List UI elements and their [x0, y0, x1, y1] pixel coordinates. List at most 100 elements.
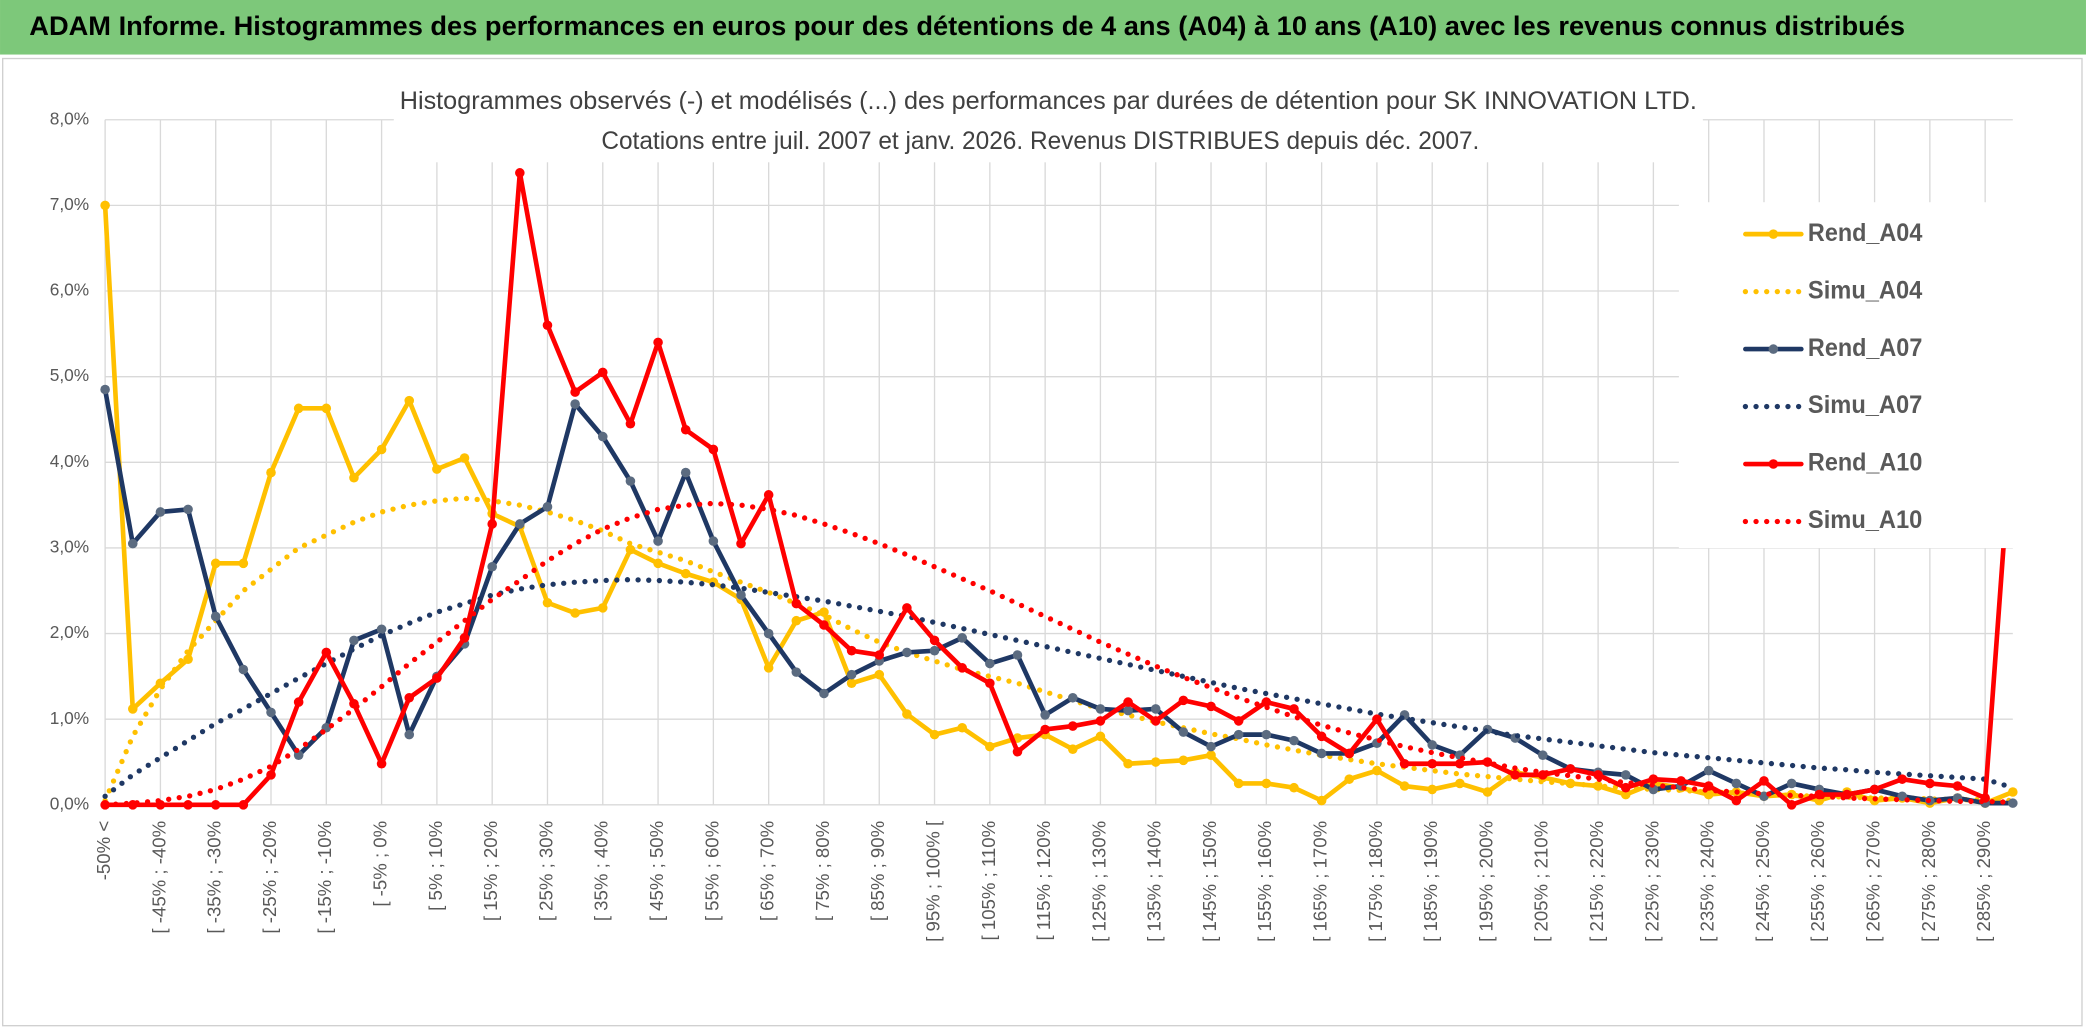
data-point — [1012, 650, 1023, 660]
data-point — [238, 558, 249, 569]
x-tick-label: -50% < — [93, 821, 114, 880]
data-point — [127, 704, 138, 714]
series-line — [102, 500, 2016, 808]
x-tick-label: [ 25% ; 30% — [535, 821, 556, 921]
x-tick-label: [ 175% ; 180% — [1365, 821, 1386, 942]
y-tick-label: 1,0% — [50, 708, 89, 728]
data-point — [1648, 774, 1659, 784]
data-point — [570, 608, 580, 618]
data-point — [404, 693, 415, 703]
data-point — [680, 568, 691, 579]
x-tick-label: [ 255% ; 260% — [1807, 821, 1828, 942]
data-point — [1538, 750, 1548, 760]
data-point — [708, 444, 719, 455]
x-tick-label: [ 145% ; 150% — [1199, 821, 1220, 942]
legend-box — [1678, 202, 2020, 549]
data-point — [1289, 735, 1299, 746]
x-tick-label: [ 215% ; 220% — [1586, 821, 1607, 942]
data-point — [542, 320, 553, 331]
x-tick-label: [ 35% ; 40% — [591, 821, 612, 921]
data-point — [653, 337, 663, 348]
data-point — [1178, 695, 1189, 706]
data-point — [791, 615, 802, 626]
data-point — [1620, 782, 1631, 793]
data-point — [1178, 755, 1189, 766]
legend-marker — [1768, 344, 1779, 354]
data-point — [929, 645, 940, 656]
data-point — [1261, 697, 1272, 707]
data-point — [1289, 704, 1299, 714]
x-tick-label: [ 125% ; 130% — [1088, 821, 1109, 942]
x-tick-label: [ 155% ; 160% — [1254, 821, 1275, 942]
data-point — [1952, 781, 1963, 791]
x-tick-label: [ 95% ; 100% [ — [922, 820, 943, 942]
data-point — [819, 620, 829, 630]
chart-frame — [2, 57, 2083, 1027]
data-point — [846, 669, 857, 680]
y-tick-label: 8,0% — [50, 108, 89, 128]
data-point — [902, 647, 912, 658]
data-point — [985, 678, 995, 689]
data-point — [985, 658, 995, 669]
data-point — [100, 384, 110, 395]
data-point — [819, 688, 829, 699]
data-point — [1372, 765, 1382, 776]
data-point — [1786, 778, 1797, 789]
data-point — [1123, 697, 1133, 707]
data-point — [1150, 704, 1161, 714]
data-point — [874, 650, 885, 660]
data-point — [155, 507, 166, 517]
x-tick-label: [ 5% ; 10% — [425, 821, 446, 911]
data-point — [321, 647, 332, 658]
chart-subtitle: Cotations entre juil. 2007 et janv. 2026… — [601, 127, 1479, 155]
banner-title: ADAM Informe. Histogrammes des performan… — [29, 11, 1905, 41]
series-line — [102, 576, 2016, 799]
data-point — [1067, 721, 1078, 731]
data-point — [1731, 795, 1742, 806]
data-point — [1482, 757, 1493, 767]
data-point — [625, 476, 636, 486]
x-tick-label: [ 265% ; 270% — [1862, 821, 1883, 942]
data-point — [929, 635, 940, 646]
data-point — [1399, 758, 1410, 769]
data-point — [736, 590, 746, 600]
data-point — [1233, 729, 1244, 740]
data-point — [459, 633, 470, 643]
data-point — [985, 741, 995, 752]
y-tick-label: 0,0% — [50, 793, 89, 813]
data-point — [1731, 778, 1742, 789]
data-point — [791, 598, 802, 609]
data-point — [1897, 774, 1908, 784]
data-point — [1206, 701, 1216, 712]
data-point — [238, 800, 249, 810]
x-tick-label: [ 15% ; 20% — [480, 821, 501, 921]
data-point — [100, 200, 110, 211]
data-point — [1012, 746, 1023, 757]
x-tick-label: [ -25% ; -20% — [259, 821, 280, 934]
x-tick-label: [ 245% ; 250% — [1752, 821, 1773, 942]
data-point — [404, 729, 415, 740]
data-point — [487, 561, 497, 572]
data-point — [570, 399, 580, 409]
data-point — [1261, 729, 1272, 740]
data-point — [376, 444, 387, 455]
data-point — [1123, 758, 1133, 769]
x-tick-label: [ 225% ; 230% — [1641, 821, 1662, 942]
data-point — [127, 538, 138, 549]
data-point — [625, 544, 636, 555]
data-point — [1067, 744, 1078, 754]
data-point — [1897, 791, 1908, 802]
legend-label: Simu_A07 — [1808, 391, 1922, 419]
x-tick-label: [ -45% ; -40% — [148, 821, 169, 934]
x-tick-label: [ 165% ; 170% — [1310, 821, 1331, 942]
x-tick-label: [ 195% ; 200% — [1475, 821, 1496, 942]
data-point — [266, 467, 276, 478]
data-point — [957, 633, 967, 643]
data-point — [1150, 716, 1161, 726]
data-point — [2008, 787, 2018, 797]
data-point — [210, 611, 221, 622]
legend-label: Simu_A04 — [1808, 276, 1922, 304]
series-line — [102, 170, 2016, 808]
data-point — [183, 654, 193, 665]
data-point — [432, 464, 442, 474]
